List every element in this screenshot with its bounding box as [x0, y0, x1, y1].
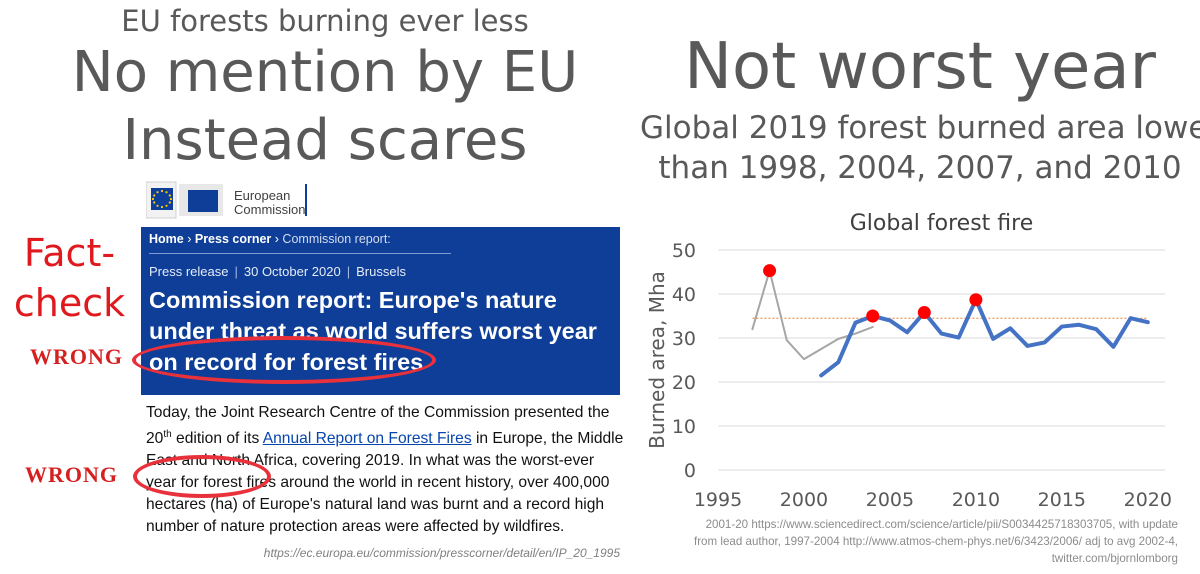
- source-line-2: from lead author, 1997-2004 http://www.a…: [693, 535, 1178, 548]
- x-tick-label: 2010: [952, 489, 1000, 511]
- highlight-point: [969, 293, 983, 307]
- x-tick-label: 2020: [1124, 489, 1172, 511]
- highlight-point: [917, 305, 931, 319]
- article-text-1: Today, the Joint Research Centre of the …: [146, 404, 610, 448]
- wrong-label-2: WRONG: [25, 462, 118, 487]
- left-source-url: https://ec.europa.eu/commission/presscor…: [263, 546, 620, 560]
- logo-text-line1: European: [234, 188, 291, 203]
- y-tick-label: 20: [672, 372, 696, 394]
- highlight-circle-title: [132, 336, 436, 384]
- left-heading-line2: Instead scares: [122, 108, 528, 173]
- x-tick-label: 2000: [780, 489, 828, 511]
- forest-fire-chart: Global forest fire 0 10 20 30 40 50 1995 2000 200…: [645, 211, 1172, 511]
- european-commission-logo: European Commission: [146, 180, 316, 220]
- highlight-point: [763, 264, 777, 278]
- fact-check-label: Fact-check: [13, 231, 126, 325]
- annual-report-link[interactable]: Annual Report on Forest Fires: [262, 430, 472, 448]
- press-meta: Press release | 30 October 2020 | Brussels: [149, 264, 406, 279]
- divider: [149, 253, 451, 254]
- chart-title: Global forest fire: [850, 211, 1034, 236]
- chart-source-note: 2001-20 https://www.sciencedirect.com/sc…: [640, 516, 1178, 567]
- wrong-label-1: WRONG: [30, 344, 123, 369]
- y-tick-label: 40: [672, 284, 696, 306]
- press-release-header: Home › Press corner › Commission report:…: [141, 227, 620, 395]
- ordinal-suffix: th: [163, 429, 172, 440]
- chevron-right-icon: ›: [187, 232, 195, 246]
- logo-text-line2: Commission: [234, 202, 306, 217]
- y-tick-label: 0: [684, 460, 696, 482]
- left-heading-line1: No mention by EU: [71, 40, 579, 105]
- breadcrumb-home[interactable]: Home: [149, 232, 184, 246]
- highlight-point: [866, 309, 880, 323]
- y-tick-label: 10: [672, 416, 696, 438]
- x-tick-label: 2005: [866, 489, 914, 511]
- press-city: Brussels: [356, 264, 406, 279]
- y-axis-label: Burned area, Mha: [645, 271, 669, 449]
- press-date: 30 October 2020: [243, 264, 341, 279]
- right-subheading-line2: than 1998, 2004, 2007, and 2010: [658, 150, 1182, 186]
- highlight-circle-body: [133, 455, 271, 498]
- source-line-3: twitter.com/bjornlomborg: [1051, 552, 1178, 565]
- x-tick-label: 2015: [1038, 489, 1086, 511]
- breadcrumb-current: Commission report:: [282, 232, 391, 246]
- left-subtitle: EU forests burning ever less: [121, 4, 529, 38]
- breadcrumb: Home › Press corner › Commission report:: [149, 232, 391, 246]
- right-subheading-line1: Global 2019 forest burned area lower: [640, 110, 1200, 146]
- x-tick-label: 1995: [694, 489, 742, 511]
- source-line-1: 2001-20 https://www.sciencedirect.com/sc…: [705, 518, 1178, 531]
- y-tick-label: 30: [672, 328, 696, 350]
- y-tick-label: 50: [672, 240, 696, 262]
- breadcrumb-press-corner[interactable]: Press corner: [194, 232, 272, 246]
- series-line-1997-2004: [751, 269, 874, 361]
- press-type: Press release: [149, 264, 229, 279]
- article-text-2: edition of its: [171, 430, 263, 448]
- right-heading: Not worst year: [684, 30, 1156, 104]
- chevron-right-icon: ›: [274, 232, 283, 246]
